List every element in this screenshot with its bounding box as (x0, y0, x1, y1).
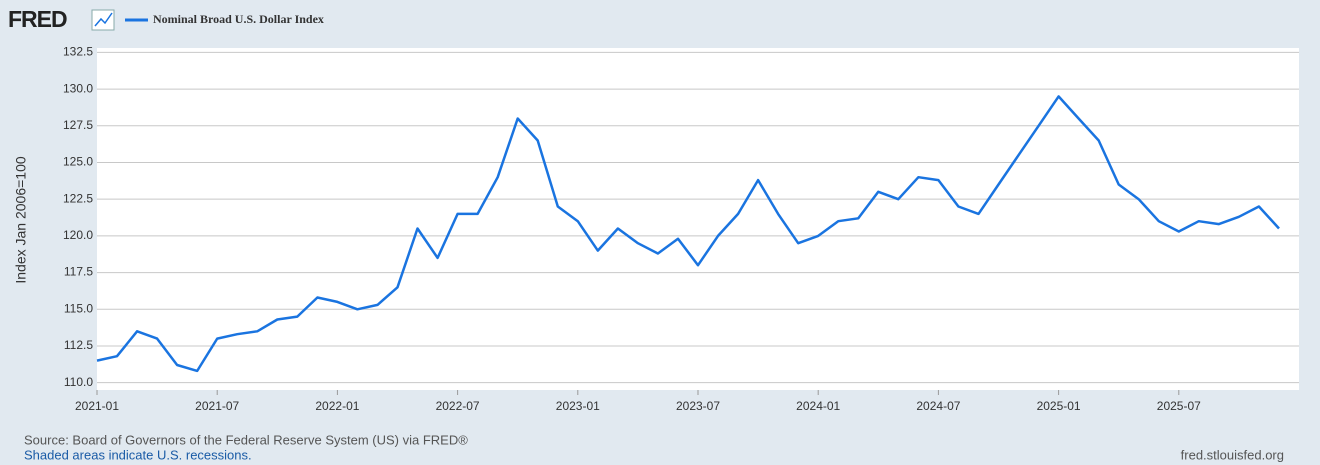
y-tick-label: 117.5 (64, 265, 93, 279)
y-axis-label: Index Jan 2006=100 (13, 156, 29, 283)
x-tick-label: 2021-07 (195, 399, 239, 413)
x-tick-label: 2021-01 (75, 399, 119, 413)
legend-label: Nominal Broad U.S. Dollar Index (153, 12, 324, 26)
logo-icon (91, 9, 115, 31)
note[interactable]: Shaded areas indicate U.S. recessions. (24, 447, 252, 462)
y-tick-label: 110.0 (64, 375, 93, 389)
plot-area (97, 48, 1299, 390)
logo: FRED (8, 6, 67, 32)
y-tick-label: 127.5 (63, 118, 93, 132)
data-line (96, 95, 1280, 373)
x-tick-label: 2023-01 (556, 399, 600, 413)
x-tick-label: 2024-07 (916, 399, 960, 413)
x-tick-label: 2023-07 (676, 399, 720, 413)
x-tick-label: 2024-01 (796, 399, 840, 413)
source: Source: Board of Governors of the Federa… (24, 432, 468, 447)
x-tick-label: 2025-01 (1037, 399, 1081, 413)
x-tick-label: 2022-07 (436, 399, 480, 413)
x-tick-label: 2022-01 (315, 399, 359, 413)
y-tick-label: 115.0 (64, 301, 93, 315)
site[interactable]: fred.stlouisfed.org (1181, 447, 1284, 462)
x-tick-label: 2025-07 (1157, 399, 1201, 413)
y-tick-label: 125.0 (63, 155, 93, 169)
y-tick-label: 132.5 (63, 45, 93, 59)
y-tick-label: 112.5 (64, 338, 93, 352)
y-tick-label: 130.0 (63, 81, 93, 95)
y-tick-label: 122.5 (63, 191, 93, 205)
y-tick-label: 120.0 (63, 228, 93, 242)
